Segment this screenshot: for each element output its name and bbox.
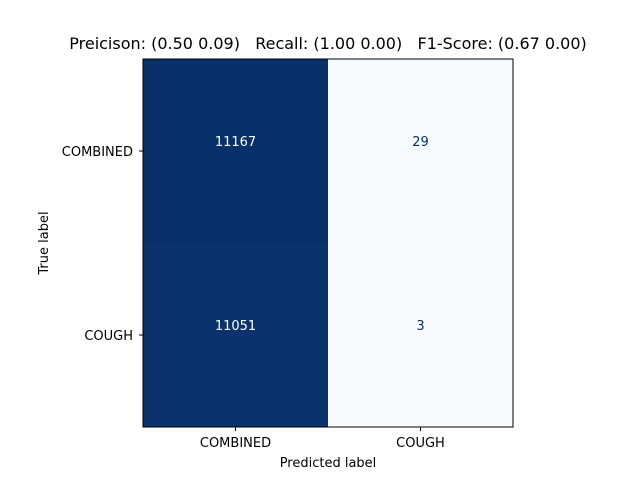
cell-1-1 [328, 243, 513, 427]
x-tick-label-1: COUGH [396, 436, 445, 451]
plot-frame [142, 58, 514, 428]
chart-title: Preicison: (0.50 0.09) Recall: (1.00 0.0… [69, 34, 587, 53]
cell-0-0 [143, 59, 328, 243]
cell-label-0-0: 11167 [215, 135, 256, 150]
cell-label-0-1: 29 [412, 135, 429, 150]
y-axis-label: True label [37, 211, 52, 275]
x-tick-label-0: COMBINED [200, 436, 271, 451]
x-axis-label: Predicted label [280, 456, 377, 471]
x-axis-ticks: COMBINED COUGH [200, 427, 445, 451]
y-tick-label-0: COMBINED [62, 145, 133, 160]
cell-label-1-0: 11051 [215, 319, 256, 334]
y-axis-ticks: COMBINED COUGH [62, 145, 143, 344]
cell-1-0 [143, 243, 328, 427]
y-tick-label-1: COUGH [84, 329, 133, 344]
cell-0-1 [328, 59, 513, 243]
heatmap-cells: 11167 29 11051 3 [143, 59, 513, 427]
cell-label-1-1: 3 [416, 319, 424, 334]
